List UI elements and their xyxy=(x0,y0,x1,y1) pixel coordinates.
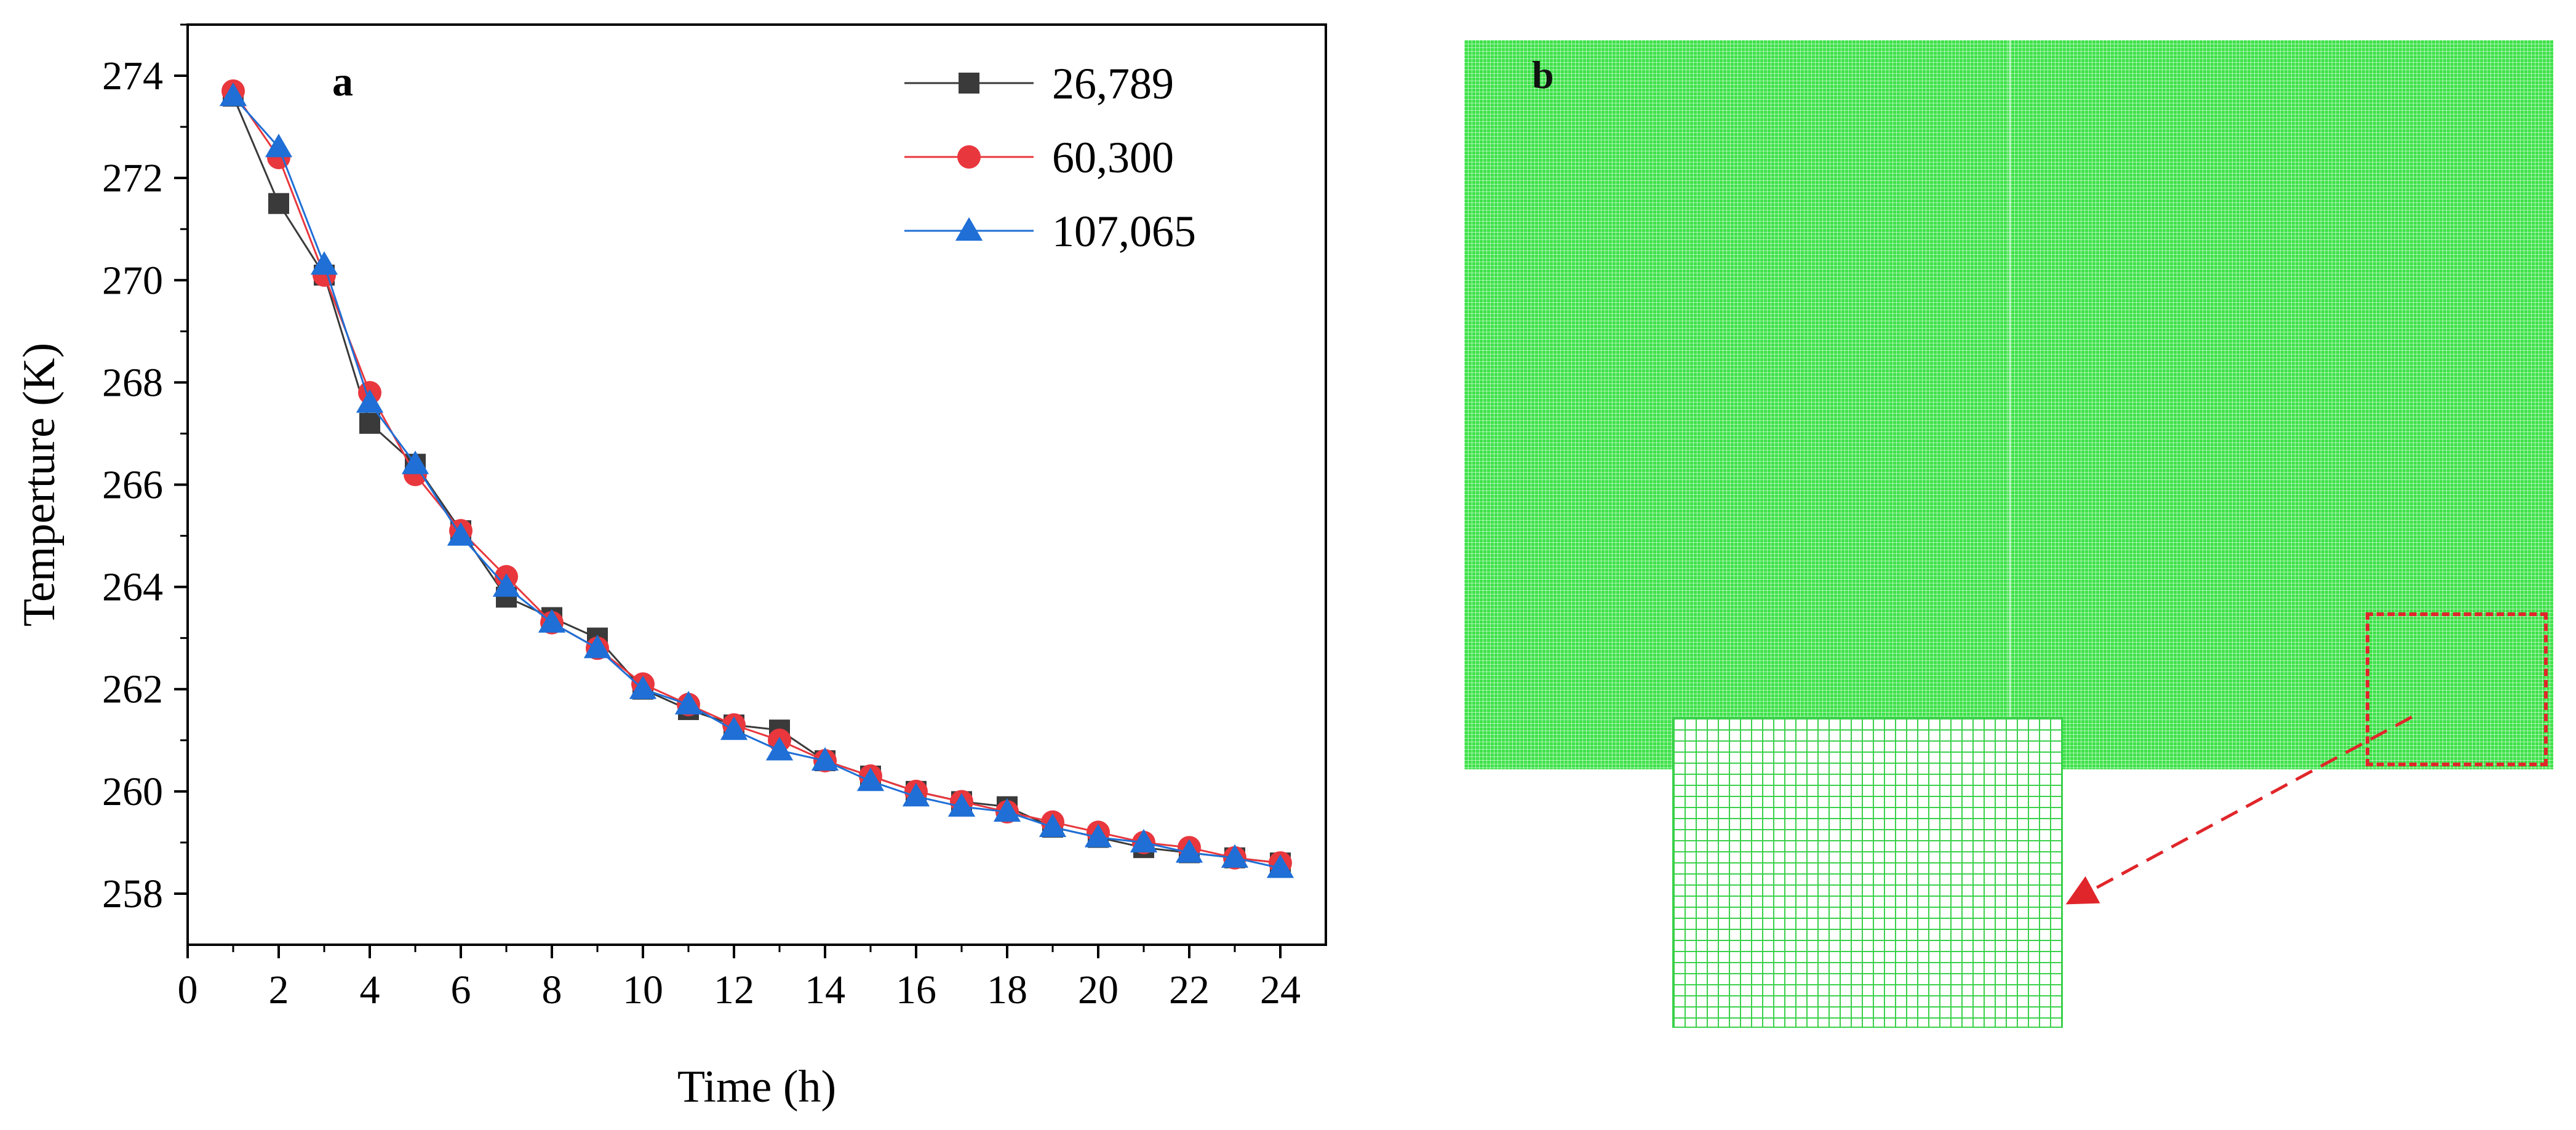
data-point xyxy=(1084,823,1112,848)
data-point xyxy=(902,783,930,807)
data-point xyxy=(765,737,794,761)
x-tick-label: 20 xyxy=(1078,968,1119,1012)
data-point xyxy=(856,767,885,791)
legend-item: 26,789 xyxy=(904,59,1174,108)
zoom-arrow-line xyxy=(2065,715,2413,905)
x-tick-label: 14 xyxy=(805,968,845,1012)
data-point xyxy=(720,716,748,740)
data-point xyxy=(674,691,703,715)
mesh-zoom-inset xyxy=(1672,717,2063,1028)
x-tick-label: 18 xyxy=(987,968,1027,1012)
data-point xyxy=(1130,828,1158,852)
x-tick-label: 12 xyxy=(714,968,754,1012)
legend-item: 60,300 xyxy=(904,133,1174,182)
data-point xyxy=(811,747,839,771)
panel-a-label: a xyxy=(332,58,353,105)
data-point xyxy=(359,412,380,434)
y-tick-label: 258 xyxy=(102,872,163,916)
data-point xyxy=(492,573,520,597)
data-point xyxy=(268,193,289,214)
x-tick-label: 24 xyxy=(1260,968,1301,1012)
y-tick-label: 268 xyxy=(102,360,163,405)
y-tick-label: 262 xyxy=(102,667,163,712)
data-point xyxy=(1039,813,1067,838)
data-point xyxy=(538,609,566,633)
temperature-chart: 0 2 4 6 8 10 12 14 16 18 20 22 242582602622642662682… xyxy=(14,23,1327,1112)
panel-b-label: b xyxy=(1532,53,1554,97)
legend-item: 107,065 xyxy=(904,207,1196,256)
mesh-panel: b xyxy=(1464,40,2559,1037)
zoom-arrow xyxy=(2065,715,2413,905)
data-point xyxy=(447,522,475,546)
x-tick-label: 22 xyxy=(1169,968,1210,1012)
data-point xyxy=(310,251,338,275)
x-tick-label: 8 xyxy=(542,968,562,1012)
y-tick-label: 266 xyxy=(102,463,163,508)
data-point xyxy=(947,793,976,817)
data-point xyxy=(401,451,429,475)
data-point xyxy=(1266,854,1294,878)
series-1 xyxy=(221,79,1292,875)
legend-marker xyxy=(957,145,981,169)
y-tick-label: 264 xyxy=(102,565,163,610)
mesh-grid-main xyxy=(1464,40,2553,769)
data-point xyxy=(993,798,1021,822)
data-point xyxy=(583,635,612,659)
x-axis-label: Time (h) xyxy=(677,1062,836,1112)
y-tick-label: 272 xyxy=(102,156,163,201)
x-tick-label: 0 xyxy=(178,968,198,1012)
x-tick-label: 10 xyxy=(623,968,663,1012)
data-point xyxy=(629,675,657,699)
data-point xyxy=(356,389,384,413)
data-point xyxy=(219,82,247,106)
data-point xyxy=(1221,844,1249,868)
x-tick-label: 4 xyxy=(360,968,380,1012)
series-2 xyxy=(219,82,1294,878)
x-tick-label: 6 xyxy=(451,968,471,1012)
legend-label: 26,789 xyxy=(1052,59,1174,108)
y-tick-label: 260 xyxy=(102,769,163,814)
x-tick-label: 16 xyxy=(896,968,936,1012)
y-axis-label: Temperture (K) xyxy=(14,343,65,627)
y-tick-label: 270 xyxy=(102,258,163,303)
data-point xyxy=(1175,839,1203,863)
data-point xyxy=(265,134,293,158)
series-0 xyxy=(223,86,1291,874)
legend-label: 60,300 xyxy=(1052,133,1174,182)
zoom-region-box xyxy=(2366,612,2548,766)
mesh-divider xyxy=(2009,40,2011,769)
x-tick-label: 2 xyxy=(269,968,289,1012)
legend-label: 107,065 xyxy=(1052,207,1196,256)
y-tick-label: 274 xyxy=(102,54,163,98)
legend-marker xyxy=(955,217,983,241)
legend-marker xyxy=(959,73,979,94)
